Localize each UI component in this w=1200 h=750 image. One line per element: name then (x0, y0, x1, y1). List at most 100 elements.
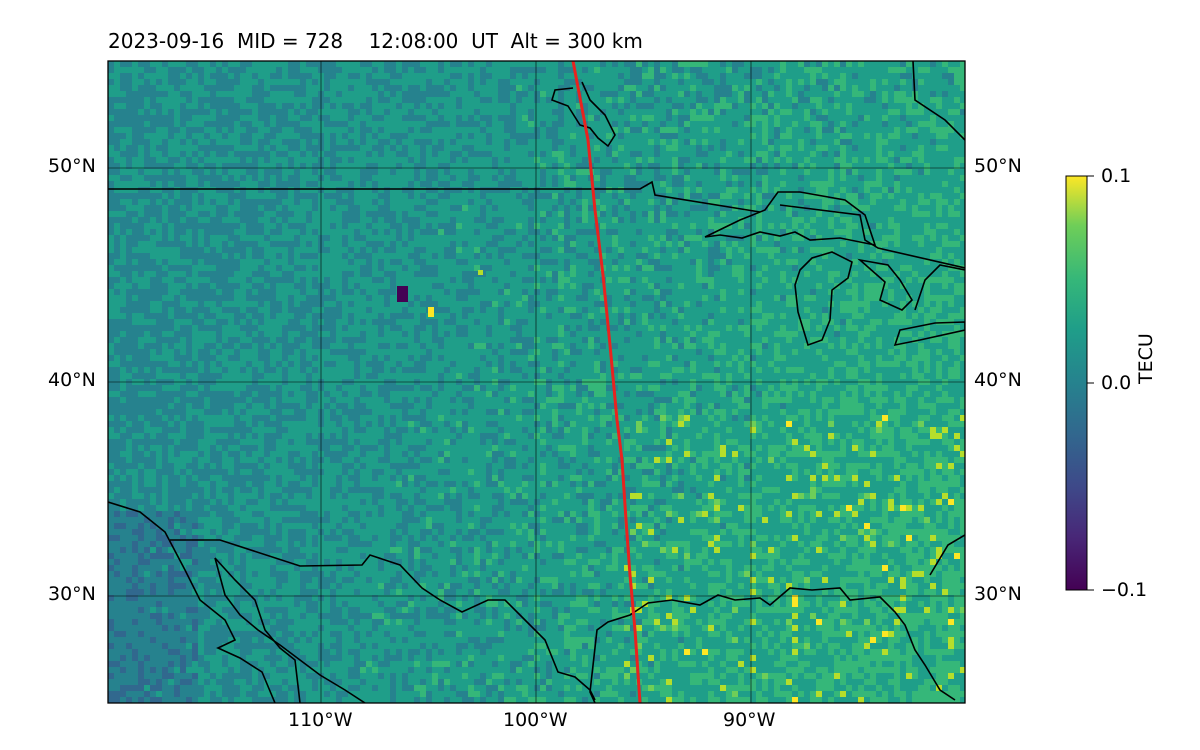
tec-pixel (114, 211, 120, 217)
tec-pixel (258, 175, 264, 181)
tec-pixel (450, 79, 456, 85)
tec-pixel (594, 247, 600, 253)
tec-pixel (648, 163, 654, 169)
tec-pixel (534, 229, 540, 235)
tec-pixel (504, 241, 510, 247)
tec-pixel (846, 175, 852, 181)
tec-pixel (864, 265, 870, 271)
tec-pixel (756, 115, 762, 121)
tec-pixel (156, 61, 162, 67)
tec-pixel (546, 253, 552, 259)
tec-pixel (198, 145, 204, 151)
tec-pixel (264, 151, 270, 157)
tec-pixel (624, 79, 630, 85)
tec-pixel (642, 175, 648, 181)
tec-pixel (234, 109, 240, 115)
tec-pixel (198, 139, 204, 145)
tec-pixel (282, 265, 288, 271)
tec-pixel (924, 259, 930, 265)
tec-pixel (654, 163, 660, 169)
tec-pixel (570, 139, 576, 145)
tec-pixel (564, 217, 570, 223)
tec-pixel (642, 223, 648, 229)
tec-pixel (906, 109, 912, 115)
tec-pixel (264, 157, 270, 163)
tec-pixel (792, 157, 798, 163)
tec-pixel (474, 67, 480, 73)
tec-pixel (480, 91, 486, 97)
tec-pixel (492, 97, 498, 103)
tec-pixel (882, 181, 888, 187)
tec-pixel (780, 79, 786, 85)
tec-pixel (528, 127, 534, 133)
tec-pixel (720, 199, 726, 205)
tec-pixel (420, 193, 426, 199)
tec-pixel (798, 67, 804, 73)
tec-pixel (924, 121, 930, 127)
tec-pixel (648, 229, 654, 235)
tec-pixel (588, 109, 594, 115)
tec-pixel (294, 109, 300, 115)
tec-pixel (900, 91, 906, 97)
tec-pixel (714, 199, 720, 205)
tec-pixel (714, 241, 720, 247)
tec-pixel (738, 223, 744, 229)
tec-pixel (252, 145, 258, 151)
tec-pixel (312, 223, 318, 229)
tec-pixel (186, 205, 192, 211)
tec-pixel (180, 85, 186, 91)
tec-pixel (132, 205, 138, 211)
tec-pixel (528, 67, 534, 73)
tec-pixel (210, 127, 216, 133)
tec-pixel (624, 85, 630, 91)
tec-pixel (360, 91, 366, 97)
tec-pixel (600, 145, 606, 151)
tec-pixel (912, 133, 918, 139)
tec-pixel (702, 121, 708, 127)
tec-pixel (186, 223, 192, 229)
tec-pixel (672, 253, 678, 259)
tec-pixel (372, 169, 378, 175)
tec-pixel (258, 223, 264, 229)
tec-pixel (480, 73, 486, 79)
tec-pixel (624, 121, 630, 127)
tec-pixel (204, 97, 210, 103)
tec-pixel (888, 115, 894, 121)
tec-pixel (354, 205, 360, 211)
tec-pixel (354, 169, 360, 175)
tec-pixel (210, 187, 216, 193)
tec-pixel (576, 229, 582, 235)
tec-pixel (252, 97, 258, 103)
tec-pixel (330, 73, 336, 79)
tec-pixel (936, 193, 942, 199)
tec-pixel (858, 181, 864, 187)
tec-pixel (864, 61, 870, 67)
tec-pixel (660, 205, 666, 211)
tec-pixel (954, 133, 960, 139)
tec-pixel (780, 241, 786, 247)
tec-pixel (420, 187, 426, 193)
tec-pixel (282, 145, 288, 151)
tec-pixel (444, 259, 450, 265)
tec-pixel (702, 97, 708, 103)
tec-pixel (744, 145, 750, 151)
tec-pixel (132, 241, 138, 247)
tec-pixel (168, 151, 174, 157)
tec-pixel (822, 151, 828, 157)
tec-pixel (348, 85, 354, 91)
tec-pixel (162, 193, 168, 199)
tec-pixel (948, 91, 954, 97)
tec-pixel (120, 127, 126, 133)
tec-pixel (276, 187, 282, 193)
tec-pixel (330, 265, 336, 271)
tec-pixel (846, 145, 852, 151)
tec-pixel (804, 211, 810, 217)
tec-pixel (534, 115, 540, 121)
tec-pixel (222, 145, 228, 151)
tec-pixel (672, 103, 678, 109)
tec-pixel (690, 109, 696, 115)
tec-pixel (582, 163, 588, 169)
tec-pixel (714, 109, 720, 115)
tec-pixel (768, 145, 774, 151)
tec-pixel (126, 229, 132, 235)
